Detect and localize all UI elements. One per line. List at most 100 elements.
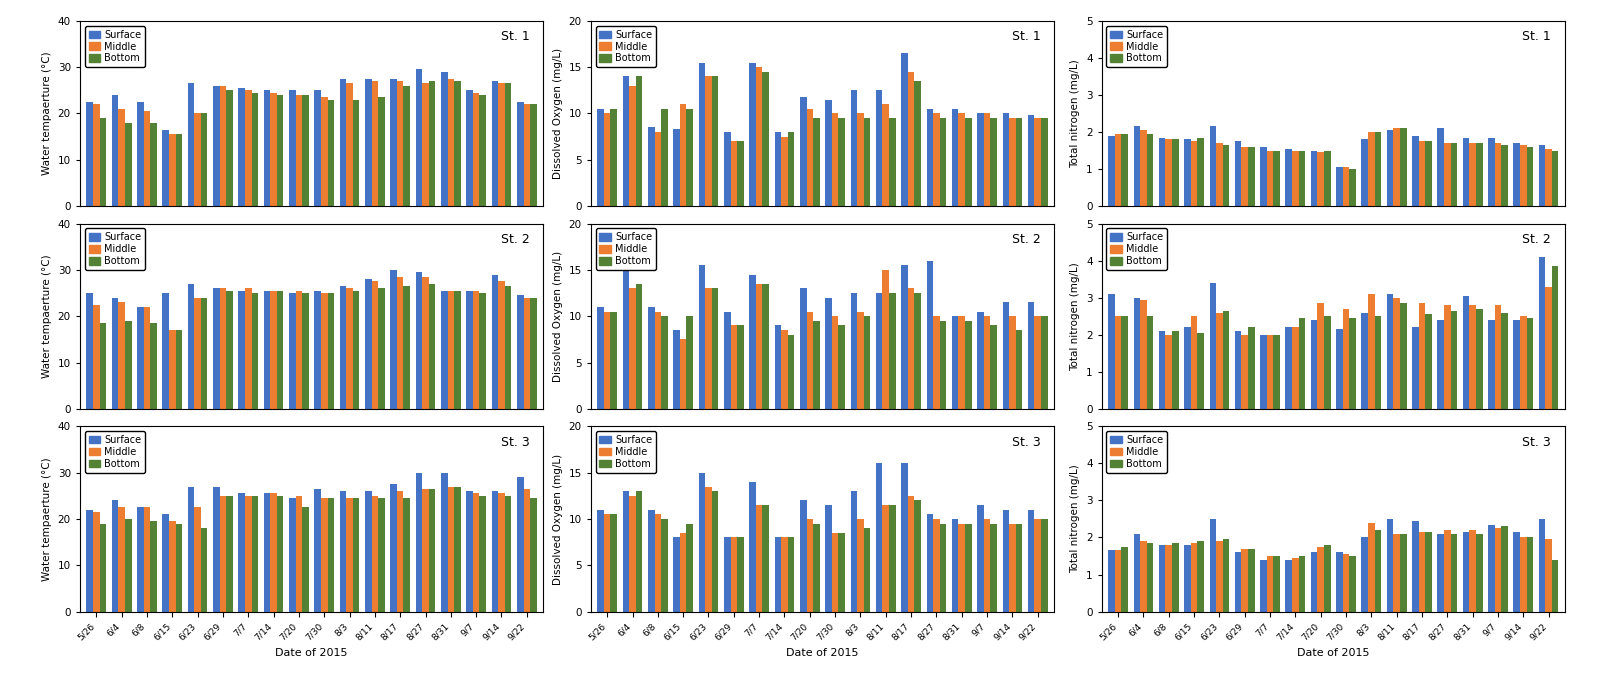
Bar	[422, 277, 430, 409]
Bar	[302, 293, 308, 409]
Bar	[858, 113, 864, 206]
Bar	[990, 325, 997, 409]
Bar	[244, 288, 252, 409]
Bar	[340, 286, 347, 409]
Bar	[321, 293, 327, 409]
Bar	[687, 523, 693, 612]
Bar	[648, 127, 655, 206]
Bar	[1185, 545, 1191, 612]
Bar	[674, 330, 680, 409]
Bar	[505, 286, 511, 409]
Bar	[390, 484, 398, 612]
Bar	[93, 104, 99, 206]
Bar	[1159, 331, 1166, 409]
Bar	[1198, 138, 1204, 206]
Bar	[1514, 143, 1520, 206]
Bar	[118, 109, 125, 206]
Bar	[800, 288, 806, 409]
Bar	[1375, 530, 1381, 612]
Bar	[144, 111, 150, 206]
Bar	[524, 489, 530, 612]
Bar	[939, 321, 947, 409]
Bar	[1527, 318, 1533, 409]
Bar	[1223, 145, 1230, 206]
Bar	[1540, 257, 1546, 409]
Bar	[321, 97, 327, 206]
Bar	[1215, 313, 1223, 409]
Bar	[1349, 318, 1356, 409]
Bar	[144, 307, 150, 409]
Bar	[1469, 305, 1476, 409]
Bar	[1223, 311, 1230, 409]
Bar	[524, 297, 530, 409]
Bar	[926, 261, 933, 409]
Bar	[1134, 126, 1140, 206]
Bar	[366, 279, 372, 409]
Bar	[366, 491, 372, 612]
Bar	[1115, 316, 1121, 409]
Bar	[800, 500, 806, 612]
Bar	[1266, 556, 1273, 612]
Bar	[252, 293, 259, 409]
Bar	[1121, 547, 1127, 612]
Bar	[1375, 316, 1381, 409]
Bar	[1016, 523, 1022, 612]
Bar	[723, 537, 730, 612]
Bar	[347, 498, 353, 612]
Bar	[1234, 553, 1241, 612]
Bar	[99, 523, 105, 612]
Bar	[1337, 167, 1343, 206]
Bar	[939, 118, 947, 206]
Bar	[1450, 311, 1456, 409]
Bar	[1140, 300, 1147, 409]
Bar	[1234, 141, 1241, 206]
Bar	[86, 293, 93, 409]
Bar	[252, 92, 259, 206]
Bar	[201, 297, 208, 409]
Bar	[965, 118, 971, 206]
Bar	[680, 533, 687, 612]
Bar	[492, 491, 498, 612]
Bar	[990, 118, 997, 206]
Bar	[775, 537, 781, 612]
Bar	[1198, 333, 1204, 409]
Bar	[454, 291, 460, 409]
Bar	[1041, 519, 1048, 612]
Bar	[597, 307, 604, 409]
Bar	[252, 496, 259, 612]
Legend: Surface, Middle, Bottom: Surface, Middle, Bottom	[85, 229, 145, 270]
Bar	[674, 537, 680, 612]
Bar	[264, 90, 270, 206]
Bar	[1003, 302, 1009, 409]
Bar	[629, 288, 636, 409]
Bar	[498, 83, 505, 206]
Bar	[1546, 539, 1552, 612]
Bar	[1527, 537, 1533, 612]
Bar	[1298, 318, 1305, 409]
Bar	[220, 496, 227, 612]
Bar	[99, 323, 105, 409]
Bar	[466, 90, 473, 206]
Bar	[1292, 558, 1298, 612]
Bar	[629, 496, 636, 612]
Bar	[99, 118, 105, 206]
Bar	[195, 297, 201, 409]
Bar	[238, 88, 244, 206]
Bar	[1520, 316, 1527, 409]
Text: St. 1: St. 1	[500, 30, 529, 43]
Bar	[1393, 534, 1401, 612]
Bar	[1463, 532, 1469, 612]
Bar	[958, 523, 965, 612]
X-axis label: Date of 2015: Date of 2015	[786, 648, 859, 657]
Bar	[1241, 548, 1247, 612]
Bar	[826, 297, 832, 409]
Bar	[1375, 132, 1381, 206]
Bar	[347, 288, 353, 409]
Bar	[1311, 151, 1318, 206]
Bar	[933, 316, 939, 409]
Bar	[1444, 143, 1450, 206]
Bar	[118, 507, 125, 612]
Bar	[858, 311, 864, 409]
Bar	[680, 104, 687, 206]
Bar	[163, 293, 169, 409]
